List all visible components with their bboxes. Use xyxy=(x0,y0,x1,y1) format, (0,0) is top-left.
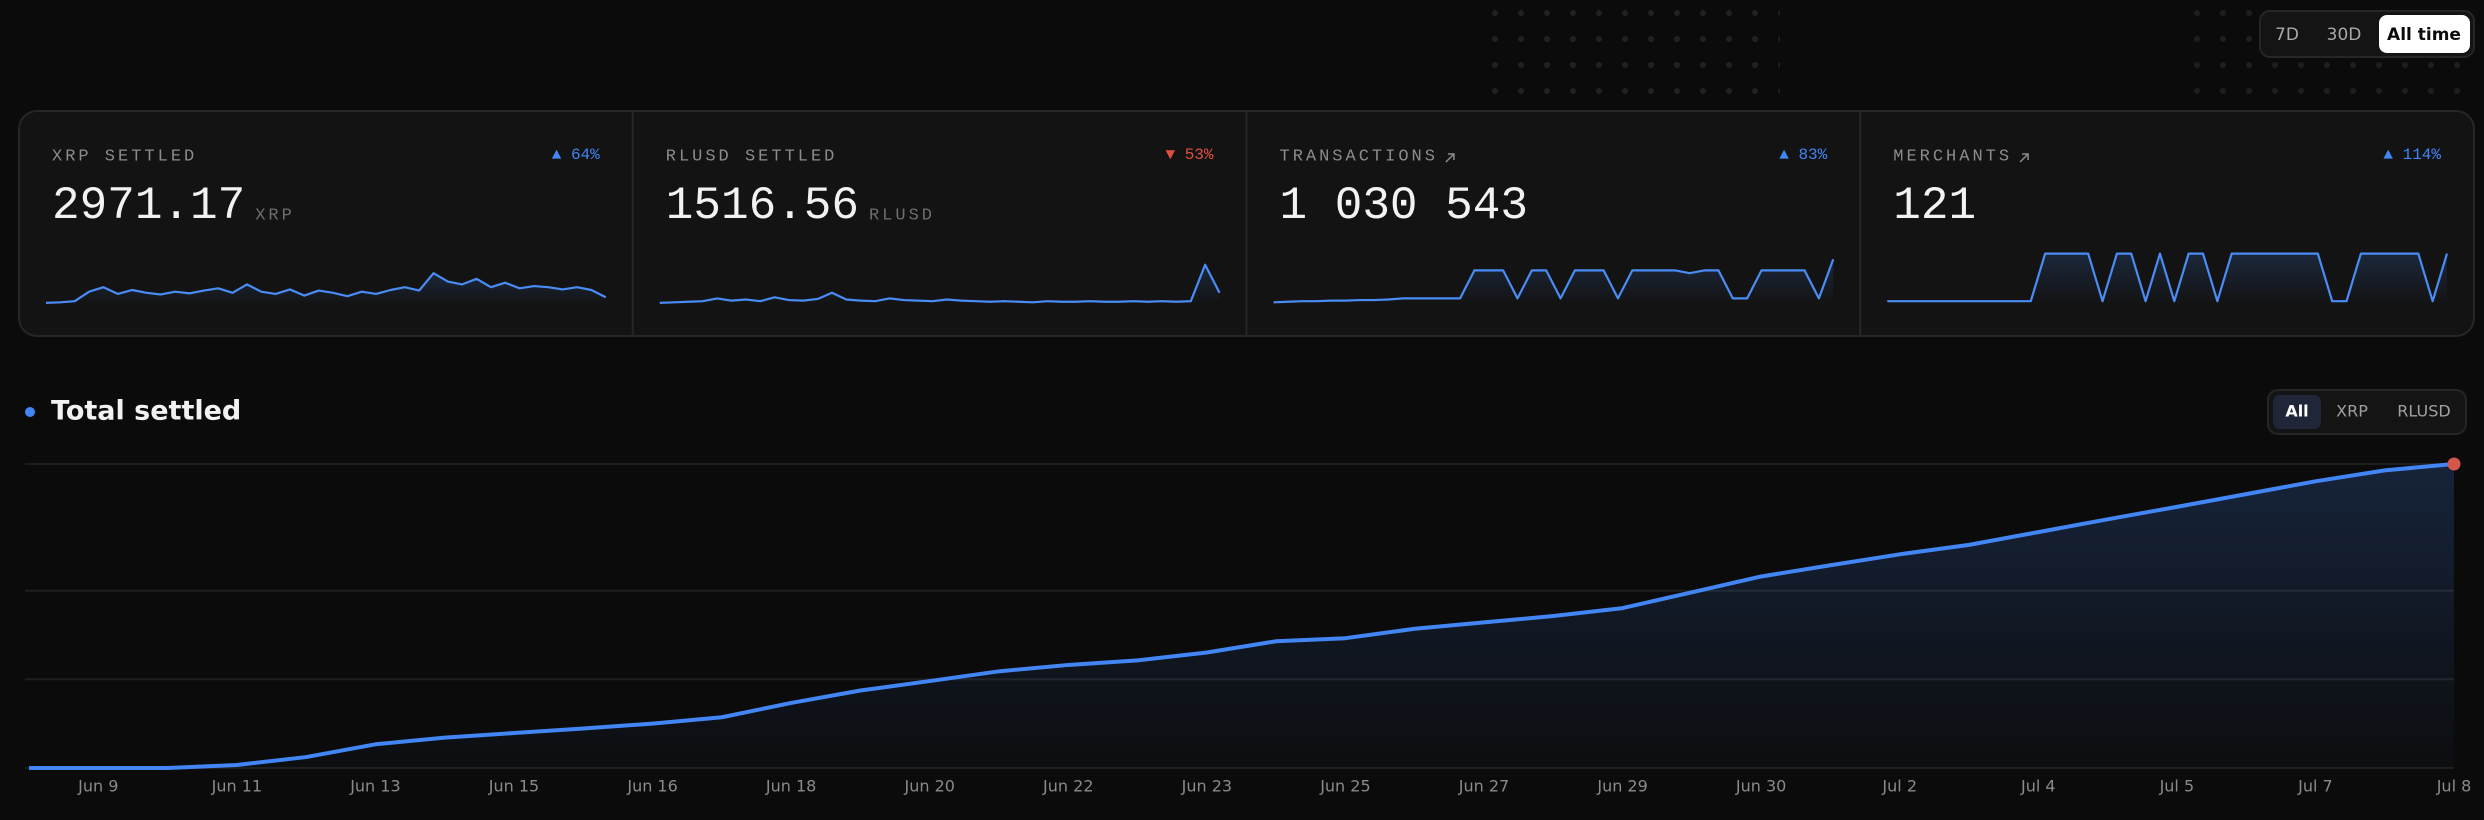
chart-title: Total settled xyxy=(51,396,241,427)
area-fill xyxy=(29,464,2454,768)
decor-dots xyxy=(1480,0,1780,120)
title-dot xyxy=(25,407,35,417)
sparkline xyxy=(45,272,607,304)
end-point xyxy=(2447,457,2461,471)
sparkline xyxy=(659,263,1221,304)
link-icon[interactable] xyxy=(1445,153,1455,163)
x-tick-label: Jul 5 xyxy=(2159,777,2195,796)
link-icon[interactable] xyxy=(2019,153,2029,163)
sparkline xyxy=(1887,252,2449,303)
x-tick-label: Jun 25 xyxy=(1319,777,1370,796)
x-tick-label: Jul 2 xyxy=(1881,777,1917,796)
stat-label: XRP SETTLED xyxy=(52,147,197,166)
stat-value: 1 030 543 xyxy=(1280,180,1528,232)
x-tick-label: Jul 7 xyxy=(2297,777,2333,796)
x-tick-label: Jul 4 xyxy=(2020,777,2056,796)
stat-label: MERCHANTS xyxy=(1893,147,2012,166)
filter-button[interactable]: XRP xyxy=(2336,402,2368,421)
time-range-button[interactable]: All time xyxy=(2387,25,2461,45)
sparkline-area xyxy=(46,273,606,304)
stat-unit: RLUSD xyxy=(869,206,935,225)
filter-active[interactable] xyxy=(2273,395,2321,429)
time-range-button[interactable]: 7D xyxy=(2275,25,2299,45)
stat-value: 1516.56 xyxy=(666,180,859,232)
sparkline-area xyxy=(1273,259,1834,304)
x-tick-label: Jun 29 xyxy=(1596,777,1647,796)
stat-label: RLUSD SETTLED xyxy=(666,147,838,166)
filter-button[interactable]: All xyxy=(2285,402,2308,421)
x-tick-label: Jun 13 xyxy=(349,777,400,796)
x-tick-label: Jun 16 xyxy=(626,777,677,796)
x-tick-label: Jun 20 xyxy=(903,777,954,796)
time-range-active[interactable] xyxy=(2379,15,2470,53)
sparkline xyxy=(1273,258,1835,304)
x-tick-label: Jun 27 xyxy=(1458,777,1509,796)
sparkline-area xyxy=(659,264,1220,304)
x-tick-label: Jun 23 xyxy=(1181,777,1232,796)
stat-value: 121 xyxy=(1893,180,1976,232)
stat-unit: XRP xyxy=(255,206,295,225)
x-tick-label: Jun 22 xyxy=(1042,777,1093,796)
stat-label: TRANSACTIONS xyxy=(1280,147,1438,166)
x-tick-label: Jun 9 xyxy=(77,777,118,796)
x-tick-label: Jun 18 xyxy=(765,777,816,796)
x-tick-label: Jul 8 xyxy=(2436,777,2472,796)
stat-change: ▲ 114% xyxy=(2383,146,2441,164)
stat-change: ▲ 64% xyxy=(552,146,600,164)
x-tick-label: Jun 11 xyxy=(211,777,262,796)
x-tick-label: Jun 30 xyxy=(1735,777,1786,796)
filter-button[interactable]: RLUSD xyxy=(2397,402,2450,421)
stat-change: ▲ 83% xyxy=(1779,146,1827,164)
stat-change: ▼ 53% xyxy=(1165,146,1213,164)
stat-value: 2971.17 xyxy=(52,180,245,232)
area-line xyxy=(29,462,2455,770)
x-tick-label: Jun 15 xyxy=(488,777,539,796)
time-range-button[interactable]: 30D xyxy=(2327,25,2362,45)
